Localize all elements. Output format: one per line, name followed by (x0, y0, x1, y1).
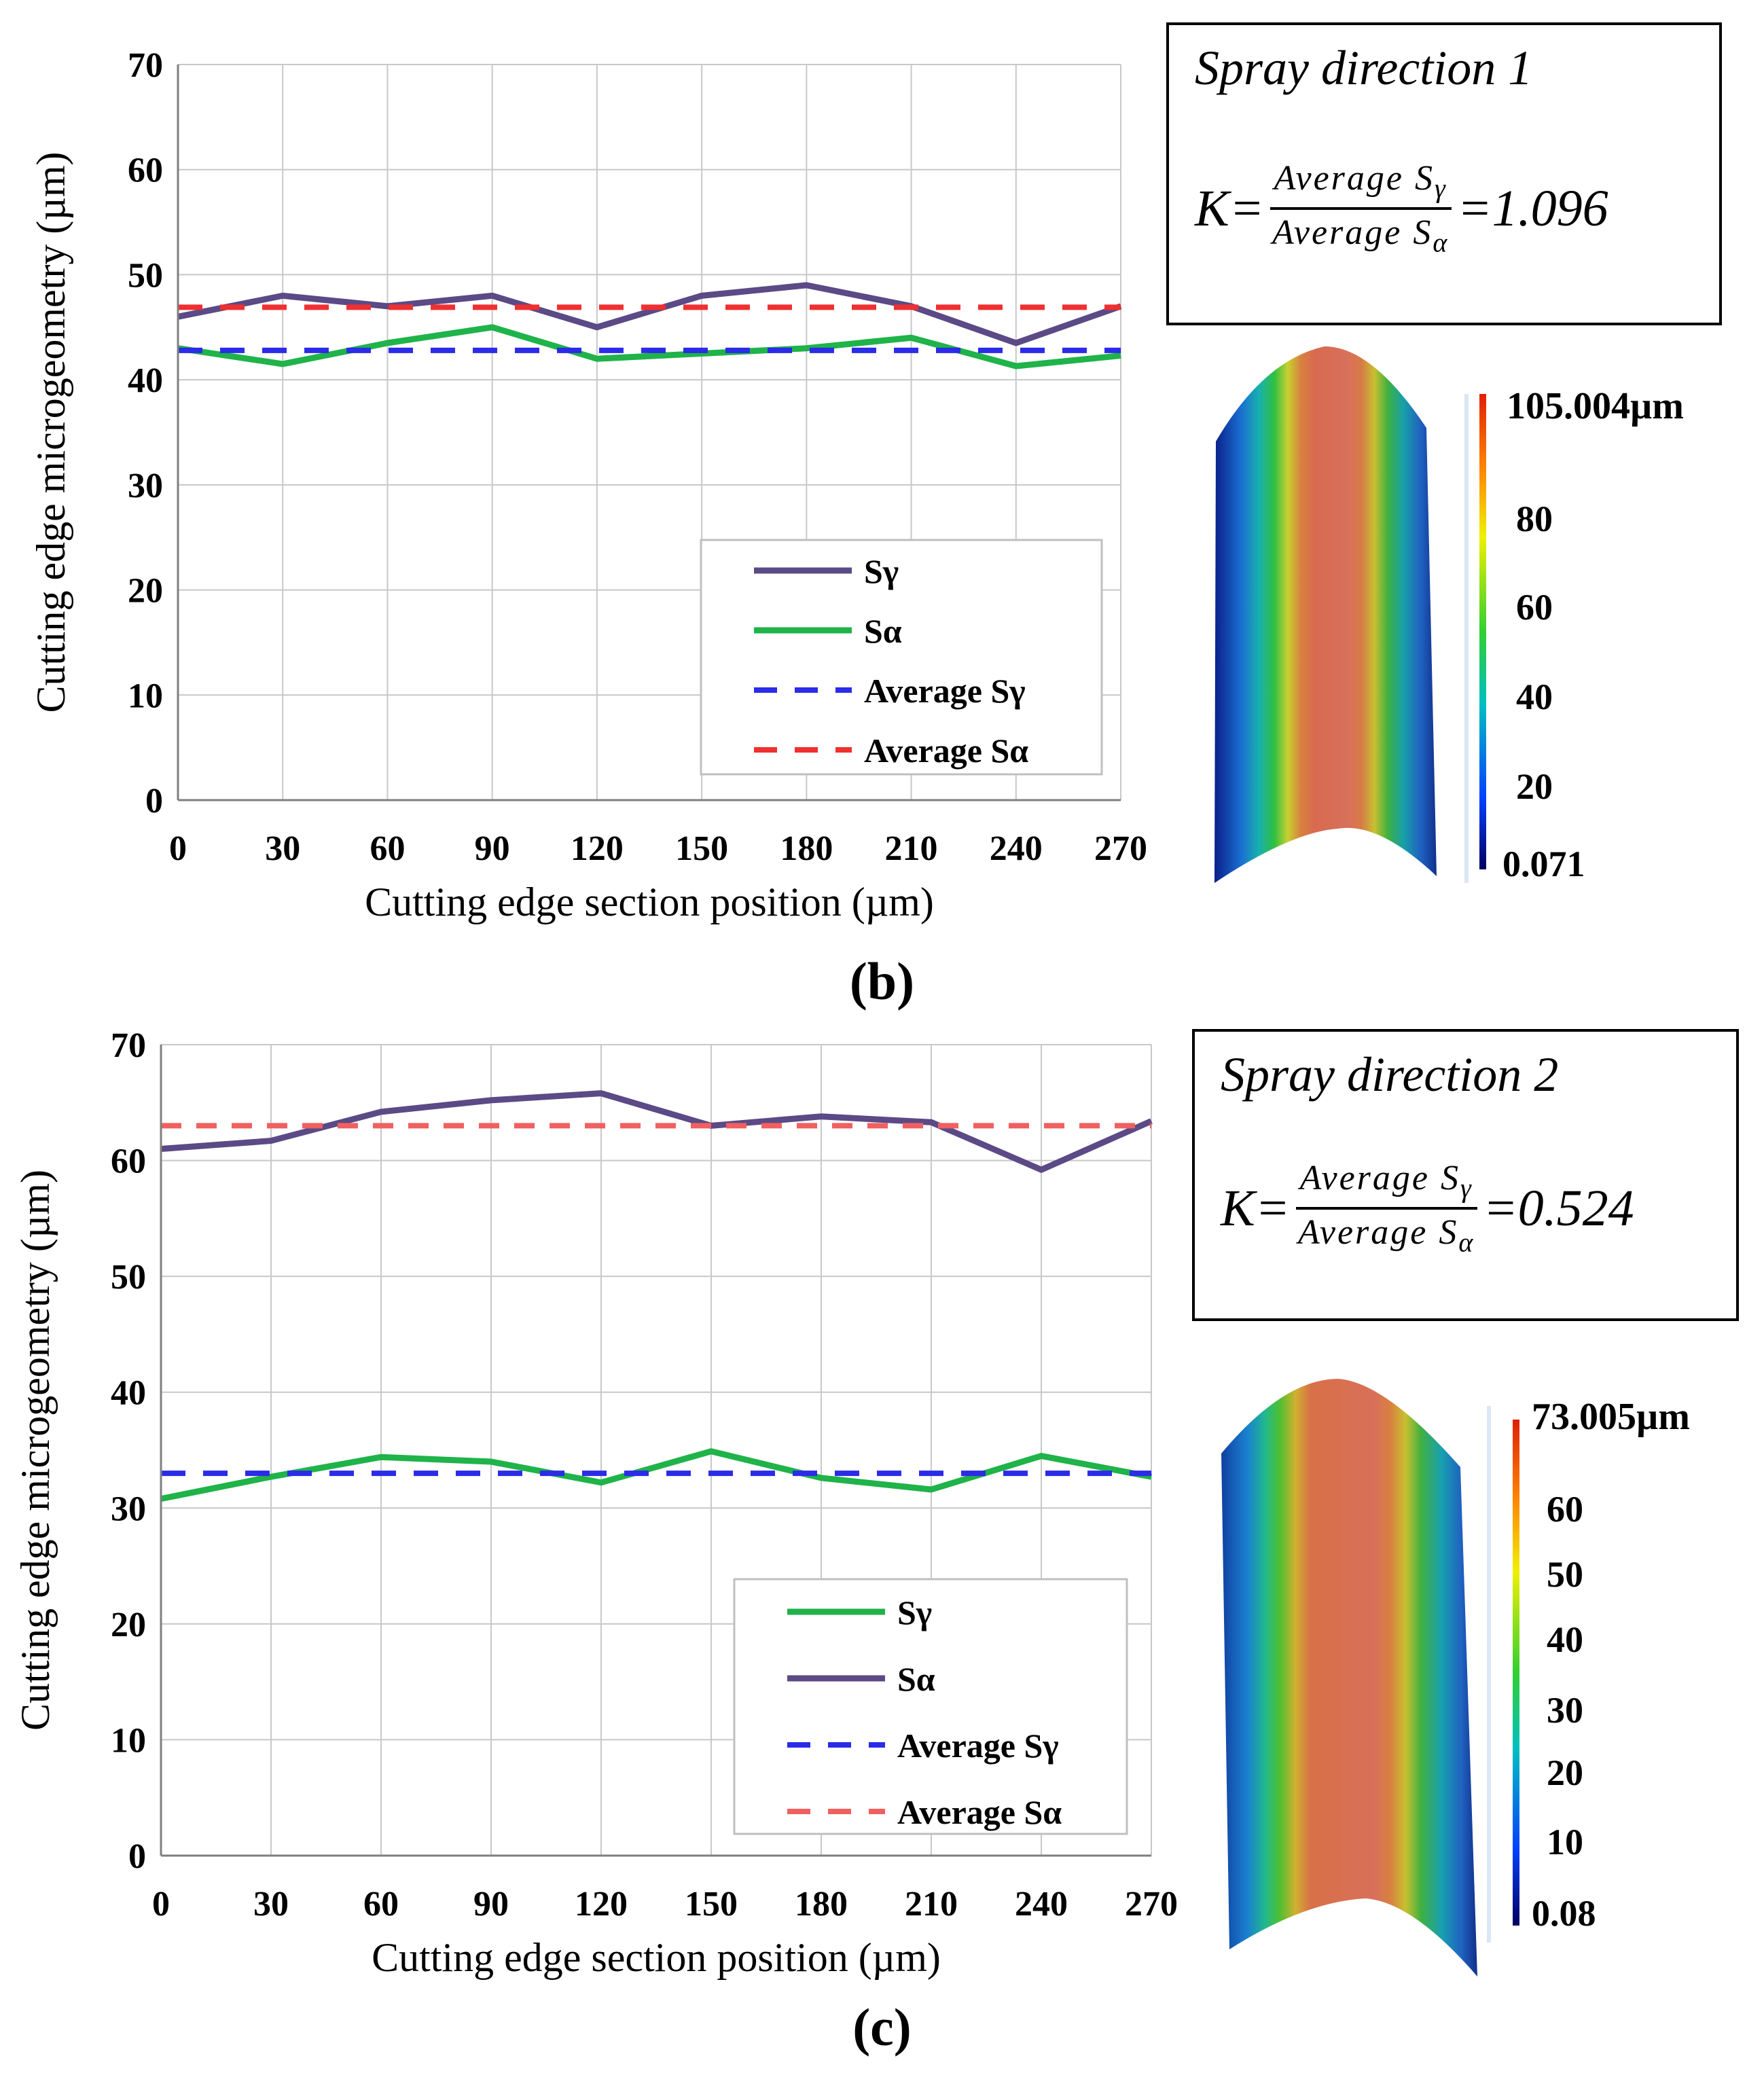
k-ratio-box-c: Spray direction 2 K= Average Sγ Average … (1192, 1029, 1739, 1321)
series-line-salpha (177, 324, 1121, 369)
panel-b: 0 10 20 30 40 50 60 70 0 30 60 90 120 150 180 210 240 270… (0, 0, 1764, 1019)
y-tick-label: 20 (111, 1606, 146, 1644)
line-chart-b: 0 10 20 30 40 50 60 70 0 30 60 90 120 150 180 210 240 270… (29, 46, 1147, 924)
k-result: =1.096 (1457, 179, 1608, 237)
y-tick-label: 30 (111, 1490, 146, 1528)
surface-shape-c (1221, 1379, 1477, 1977)
colorbar-min-label: 0.071 (1502, 844, 1585, 884)
k-numerator: Average Sγ (1295, 1161, 1477, 1210)
legend-box (733, 1578, 1128, 1835)
legend-label: Average Sγ (864, 672, 1026, 710)
y-tick-label: 30 (128, 467, 163, 505)
panel-c: 0 10 20 30 40 50 60 70 0 30 60 90 120 150 180 210 240 270… (0, 1019, 1764, 2075)
colorbar-label: 60 (1516, 587, 1553, 628)
surface-shape-b (1214, 346, 1437, 883)
k-ratio-box-b: Spray direction 1 K= Average Sγ Average … (1166, 22, 1722, 325)
k-denominator: Average Sα (1272, 213, 1450, 258)
x-tick-label: 60 (363, 1885, 399, 1924)
y-tick-label: 40 (111, 1374, 146, 1413)
k-fraction: Average Sγ Average Sα (1268, 161, 1453, 257)
x-tick-label: 210 (905, 1885, 958, 1924)
panel-caption-b: (b) (849, 952, 915, 1011)
colorbar-label: 80 (1516, 499, 1553, 539)
spray-direction-title: Spray direction 1 (1195, 41, 1533, 95)
series-line-salpha (160, 1090, 1153, 1173)
x-tick-label: 270 (1094, 829, 1147, 868)
x-tick-label: 30 (253, 1885, 289, 1924)
x-tick-label: 240 (990, 829, 1043, 868)
y-tick-label: 60 (111, 1142, 146, 1181)
x-tick-label: 120 (575, 1885, 628, 1924)
colorbar-label: 10 (1547, 1822, 1583, 1862)
legend-label: Sα (864, 612, 902, 650)
k-denominator: Average Sα (1297, 1213, 1475, 1258)
surface-3d-image-b (1214, 346, 1437, 883)
colorbar-min-label: 0.08 (1532, 1893, 1596, 1934)
x-tick-label: 210 (885, 829, 938, 868)
y-tick-label: 50 (128, 256, 163, 295)
spray-direction-title: Spray direction 2 (1221, 1047, 1559, 1102)
panel-caption-c: (c) (852, 1998, 912, 2057)
k-result: =0.524 (1483, 1179, 1634, 1237)
colorbar-gradient (1479, 394, 1486, 869)
x-tick-label: 120 (571, 829, 624, 868)
k-fraction: Average Sγ Average Sα (1294, 1161, 1479, 1257)
x-tick-label: 180 (780, 829, 833, 868)
x-tick-label: 90 (475, 829, 510, 868)
y-tick-label: 20 (128, 572, 163, 611)
colorbar-label: 20 (1516, 766, 1553, 807)
legend-label: Average Sα (864, 732, 1028, 770)
colorbar-gradient (1513, 1420, 1519, 1926)
y-axis-title: Cutting edge microgeometry (µm) (13, 1170, 58, 1731)
legend-label: Sγ (897, 1593, 932, 1631)
surface-3d-image-c (1221, 1379, 1477, 1977)
colorbar-label: 60 (1547, 1489, 1583, 1530)
x-axis-title: Cutting edge section position (µm) (372, 1935, 941, 1980)
colorbar-max-label: 105.004µm (1507, 385, 1684, 427)
colorbar-label: 40 (1547, 1619, 1583, 1660)
x-tick-label: 0 (169, 829, 187, 868)
x-tick-label: 150 (675, 829, 728, 868)
y-axis-title: Cutting edge microgeometry (µm) (29, 151, 73, 712)
x-tick-label: 30 (265, 829, 300, 868)
y-tick-label: 10 (111, 1721, 146, 1760)
x-tick-label: 240 (1015, 1885, 1068, 1924)
x-tick-label: 270 (1125, 1885, 1178, 1924)
y-tick-label: 10 (128, 676, 163, 715)
x-tick-label: 60 (370, 829, 405, 868)
legend-label: Average Sα (897, 1793, 1062, 1831)
y-tick-label: 70 (128, 46, 163, 85)
x-tick-label: 150 (685, 1885, 738, 1924)
y-tick-label: 60 (128, 151, 163, 190)
colorbar-max-label: 73.005µm (1532, 1396, 1690, 1438)
y-tick-label: 70 (111, 1026, 146, 1065)
y-tick-label: 40 (128, 361, 163, 400)
legend-label: Average Sγ (897, 1727, 1059, 1765)
series-line-sgamma (177, 282, 1122, 346)
line-chart-c: 0 10 20 30 40 50 60 70 0 30 60 90 120 150 180 210 240 270… (13, 1026, 1178, 1980)
colorbar-label: 40 (1516, 676, 1553, 717)
series-line-sgamma (160, 1448, 1152, 1502)
x-axis-title: Cutting edge section position (µm) (365, 880, 934, 924)
k-formula: K= Average Sγ Average Sα =0.524 (1221, 1161, 1634, 1257)
colorbar-c: 73.005µm 60 50 40 30 20 10 0.08 (1487, 1396, 1690, 1943)
legend-label: Sγ (864, 552, 899, 590)
colorbar-label: 20 (1547, 1752, 1583, 1793)
x-tick-label: 0 (152, 1885, 170, 1924)
k-label: K= (1221, 1179, 1290, 1237)
colorbar-label: 30 (1547, 1690, 1583, 1731)
k-numerator: Average Sγ (1270, 161, 1452, 211)
colorbar-label: 50 (1547, 1554, 1583, 1595)
legend-box (700, 539, 1103, 776)
y-tick-label: 0 (145, 782, 163, 820)
y-tick-label: 0 (128, 1837, 146, 1876)
legend-label: Sα (897, 1660, 935, 1698)
k-label: K= (1195, 179, 1264, 237)
k-formula: K= Average Sγ Average Sα =1.096 (1195, 161, 1608, 257)
colorbar-b: 105.004µm 80 60 40 20 0.071 (1464, 385, 1684, 884)
x-tick-label: 90 (473, 1885, 509, 1924)
y-tick-label: 50 (111, 1258, 146, 1297)
x-tick-label: 180 (795, 1885, 848, 1924)
